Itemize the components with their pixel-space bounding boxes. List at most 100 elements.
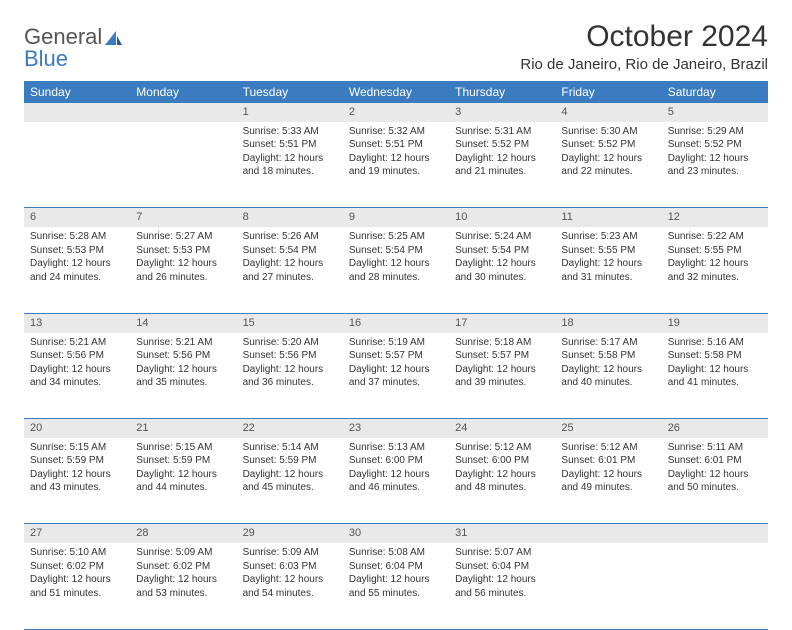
sunrise-text: Sunrise: 5:22 AM xyxy=(668,230,762,244)
sunrise-text: Sunrise: 5:31 AM xyxy=(455,125,549,139)
calendar-week-row: Sunrise: 5:10 AMSunset: 6:02 PMDaylight:… xyxy=(24,543,768,629)
day-number: 7 xyxy=(130,208,236,227)
day-header: Saturday xyxy=(662,81,768,103)
sunrise-text: Sunrise: 5:21 AM xyxy=(30,336,124,350)
calendar-cell: Sunrise: 5:29 AMSunset: 5:52 PMDaylight:… xyxy=(662,122,768,208)
daylight-text: Daylight: 12 hours and 48 minutes. xyxy=(455,468,549,495)
calendar-cell: Sunrise: 5:14 AMSunset: 5:59 PMDaylight:… xyxy=(237,438,343,524)
calendar-cell: Sunrise: 5:12 AMSunset: 6:01 PMDaylight:… xyxy=(555,438,661,524)
day-number: 23 xyxy=(343,419,449,438)
sunrise-text: Sunrise: 5:13 AM xyxy=(349,441,443,455)
sunset-text: Sunset: 5:52 PM xyxy=(561,138,655,152)
sunset-text: Sunset: 5:53 PM xyxy=(30,244,124,258)
day-number: 8 xyxy=(237,208,343,227)
sunrise-text: Sunrise: 5:30 AM xyxy=(561,125,655,139)
daylight-text: Daylight: 12 hours and 21 minutes. xyxy=(455,152,549,179)
day-header: Tuesday xyxy=(237,81,343,103)
day-number: 16 xyxy=(343,313,449,332)
daylight-text: Daylight: 12 hours and 56 minutes. xyxy=(455,573,549,600)
calendar-cell: Sunrise: 5:13 AMSunset: 6:00 PMDaylight:… xyxy=(343,438,449,524)
day-number: 31 xyxy=(449,524,555,543)
sunset-text: Sunset: 5:55 PM xyxy=(668,244,762,258)
calendar-cell xyxy=(130,122,236,208)
calendar-cell xyxy=(24,122,130,208)
sunrise-text: Sunrise: 5:28 AM xyxy=(30,230,124,244)
daylight-text: Daylight: 12 hours and 24 minutes. xyxy=(30,257,124,284)
calendar-cell: Sunrise: 5:21 AMSunset: 5:56 PMDaylight:… xyxy=(24,333,130,419)
day-number xyxy=(555,524,661,543)
calendar-cell: Sunrise: 5:32 AMSunset: 5:51 PMDaylight:… xyxy=(343,122,449,208)
sunrise-text: Sunrise: 5:27 AM xyxy=(136,230,230,244)
daylight-text: Daylight: 12 hours and 34 minutes. xyxy=(30,363,124,390)
day-number: 5 xyxy=(662,103,768,122)
calendar-cell: Sunrise: 5:27 AMSunset: 5:53 PMDaylight:… xyxy=(130,227,236,313)
calendar-cell: Sunrise: 5:23 AMSunset: 5:55 PMDaylight:… xyxy=(555,227,661,313)
day-number: 14 xyxy=(130,313,236,332)
daylight-text: Daylight: 12 hours and 53 minutes. xyxy=(136,573,230,600)
sunset-text: Sunset: 6:02 PM xyxy=(30,560,124,574)
daylight-text: Daylight: 12 hours and 28 minutes. xyxy=(349,257,443,284)
sunset-text: Sunset: 5:58 PM xyxy=(668,349,762,363)
calendar-cell: Sunrise: 5:30 AMSunset: 5:52 PMDaylight:… xyxy=(555,122,661,208)
sunset-text: Sunset: 5:54 PM xyxy=(349,244,443,258)
calendar-week-row: Sunrise: 5:33 AMSunset: 5:51 PMDaylight:… xyxy=(24,122,768,208)
sunset-text: Sunset: 5:51 PM xyxy=(349,138,443,152)
calendar-cell: Sunrise: 5:11 AMSunset: 6:01 PMDaylight:… xyxy=(662,438,768,524)
sunset-text: Sunset: 6:01 PM xyxy=(668,454,762,468)
day-number: 1 xyxy=(237,103,343,122)
sunset-text: Sunset: 6:00 PM xyxy=(349,454,443,468)
calendar-week-row: Sunrise: 5:28 AMSunset: 5:53 PMDaylight:… xyxy=(24,227,768,313)
day-header: Wednesday xyxy=(343,81,449,103)
daylight-text: Daylight: 12 hours and 41 minutes. xyxy=(668,363,762,390)
day-number: 19 xyxy=(662,313,768,332)
sunrise-text: Sunrise: 5:15 AM xyxy=(30,441,124,455)
calendar-table: Sunday Monday Tuesday Wednesday Thursday… xyxy=(24,81,768,630)
sunrise-text: Sunrise: 5:11 AM xyxy=(668,441,762,455)
day-header: Sunday xyxy=(24,81,130,103)
daylight-text: Daylight: 12 hours and 39 minutes. xyxy=(455,363,549,390)
day-number: 29 xyxy=(237,524,343,543)
sunrise-text: Sunrise: 5:12 AM xyxy=(455,441,549,455)
sunrise-text: Sunrise: 5:20 AM xyxy=(243,336,337,350)
daylight-text: Daylight: 12 hours and 44 minutes. xyxy=(136,468,230,495)
sunset-text: Sunset: 6:00 PM xyxy=(455,454,549,468)
day-number: 12 xyxy=(662,208,768,227)
day-number: 21 xyxy=(130,419,236,438)
calendar-cell: Sunrise: 5:20 AMSunset: 5:56 PMDaylight:… xyxy=(237,333,343,419)
logo: GeneralBlue xyxy=(24,26,126,70)
day-number xyxy=(662,524,768,543)
day-number: 10 xyxy=(449,208,555,227)
calendar-cell: Sunrise: 5:07 AMSunset: 6:04 PMDaylight:… xyxy=(449,543,555,629)
daylight-text: Daylight: 12 hours and 30 minutes. xyxy=(455,257,549,284)
sunrise-text: Sunrise: 5:17 AM xyxy=(561,336,655,350)
daylight-text: Daylight: 12 hours and 36 minutes. xyxy=(243,363,337,390)
daylight-text: Daylight: 12 hours and 22 minutes. xyxy=(561,152,655,179)
sunrise-text: Sunrise: 5:26 AM xyxy=(243,230,337,244)
sunrise-text: Sunrise: 5:07 AM xyxy=(455,546,549,560)
calendar-week-row: Sunrise: 5:21 AMSunset: 5:56 PMDaylight:… xyxy=(24,333,768,419)
page-header: GeneralBlue October 2024 Rio de Janeiro,… xyxy=(24,20,768,73)
day-number: 6 xyxy=(24,208,130,227)
day-number: 13 xyxy=(24,313,130,332)
day-number: 15 xyxy=(237,313,343,332)
day-number: 30 xyxy=(343,524,449,543)
day-header: Thursday xyxy=(449,81,555,103)
sunrise-text: Sunrise: 5:24 AM xyxy=(455,230,549,244)
calendar-cell: Sunrise: 5:28 AMSunset: 5:53 PMDaylight:… xyxy=(24,227,130,313)
calendar-cell: Sunrise: 5:24 AMSunset: 5:54 PMDaylight:… xyxy=(449,227,555,313)
sunset-text: Sunset: 5:57 PM xyxy=(349,349,443,363)
title-block: October 2024 Rio de Janeiro, Rio de Jane… xyxy=(520,20,768,73)
sunset-text: Sunset: 6:01 PM xyxy=(561,454,655,468)
daylight-text: Daylight: 12 hours and 51 minutes. xyxy=(30,573,124,600)
day-number-row: 12345 xyxy=(24,103,768,122)
sunrise-text: Sunrise: 5:32 AM xyxy=(349,125,443,139)
calendar-cell xyxy=(662,543,768,629)
sunrise-text: Sunrise: 5:09 AM xyxy=(243,546,337,560)
daylight-text: Daylight: 12 hours and 26 minutes. xyxy=(136,257,230,284)
calendar-cell: Sunrise: 5:26 AMSunset: 5:54 PMDaylight:… xyxy=(237,227,343,313)
calendar-cell: Sunrise: 5:22 AMSunset: 5:55 PMDaylight:… xyxy=(662,227,768,313)
calendar-cell: Sunrise: 5:15 AMSunset: 5:59 PMDaylight:… xyxy=(24,438,130,524)
calendar-cell: Sunrise: 5:08 AMSunset: 6:04 PMDaylight:… xyxy=(343,543,449,629)
day-header: Monday xyxy=(130,81,236,103)
sunrise-text: Sunrise: 5:19 AM xyxy=(349,336,443,350)
